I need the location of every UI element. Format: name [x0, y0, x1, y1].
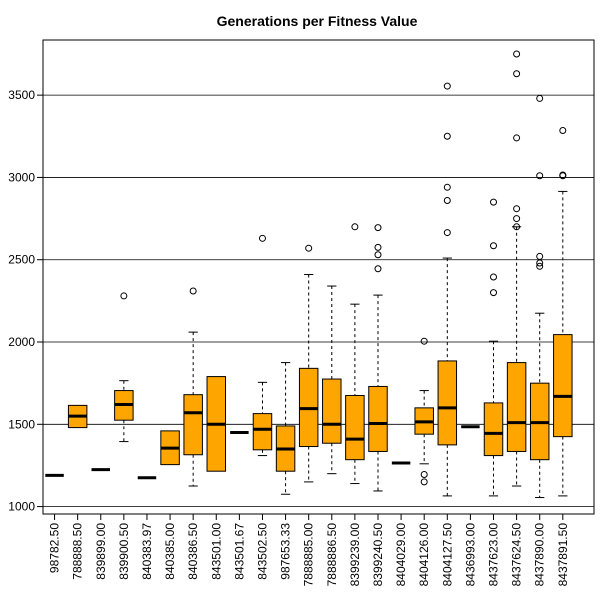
outlier-point: [374, 265, 382, 273]
chart-title: Generations per Fitness Value: [217, 13, 418, 29]
outlier-point: [305, 244, 313, 252]
x-tick-label: 839899.00: [94, 523, 108, 580]
x-tick-label: 8437890.00: [533, 523, 547, 587]
x-tick-label: 987653.33: [279, 523, 293, 580]
outlier-point: [258, 234, 266, 242]
outlier-point: [536, 172, 544, 180]
box-14: [368, 224, 388, 492]
box-iqr: [437, 360, 458, 446]
outlier-point: [536, 252, 544, 260]
outlier-point: [443, 196, 451, 204]
grid-lines: [43, 94, 594, 507]
x-tick-label: 8404127.50: [440, 523, 454, 587]
outlier-point: [513, 215, 521, 223]
box-12: [322, 285, 342, 475]
x-tick-label: 8437623.00: [487, 523, 501, 587]
x-tick-label: 98782.50: [48, 523, 62, 573]
box-20: [506, 50, 527, 487]
y-tick-label: 2000: [8, 335, 35, 349]
outlier-point: [443, 229, 451, 237]
outlier-point: [536, 259, 544, 267]
box-13: [345, 223, 365, 485]
outlier-point: [513, 205, 521, 213]
x-tick-label: 7888886.50: [325, 523, 339, 587]
y-tick-label: 1000: [8, 500, 35, 514]
box-17: [437, 82, 458, 497]
box-iqr: [553, 334, 573, 438]
outlier-point: [374, 251, 382, 259]
outlier-point: [559, 127, 567, 135]
x-tick-label: 7888885.00: [302, 523, 316, 587]
outlier-point: [513, 134, 521, 142]
box-7: [206, 376, 227, 472]
box-iqr: [368, 385, 388, 452]
outlier-point: [513, 70, 521, 78]
x-tick-label: 8436993.00: [463, 523, 477, 587]
y-axis: 1000 1500 2000 2500 3000 3500: [8, 88, 43, 514]
outlier-point: [490, 198, 498, 206]
box-16: [414, 337, 434, 486]
x-tick-label: 840385.00: [163, 523, 177, 580]
box-iqr: [483, 402, 504, 457]
y-tick-label: 3000: [8, 170, 35, 184]
plot-frame: [42, 39, 595, 515]
box-iqr: [506, 362, 527, 452]
box-iqr: [183, 394, 203, 456]
box-iqr: [322, 378, 342, 444]
box-iqr: [252, 413, 273, 451]
outlier-point: [490, 273, 498, 281]
outlier-point: [490, 242, 498, 250]
x-tick-label: 840386.50: [186, 523, 200, 580]
outlier-point: [536, 262, 544, 270]
outlier-point: [513, 50, 521, 58]
x-tick-label: 843501.67: [232, 523, 246, 580]
x-tick-label: 8404126.00: [417, 523, 431, 587]
box-iqr: [345, 395, 365, 461]
x-tick-label: 788888.50: [71, 523, 85, 580]
outlier-point: [420, 478, 428, 486]
outlier-point: [513, 223, 521, 231]
outlier-point: [443, 132, 451, 140]
outlier-point: [374, 224, 382, 232]
box-3: [114, 292, 134, 443]
outlier-point: [443, 82, 451, 90]
box-5: [160, 430, 180, 466]
x-tick-label: 8437624.50: [510, 523, 524, 587]
outlier-point: [490, 289, 498, 297]
outlier-point: [351, 223, 359, 231]
box-6: [183, 287, 203, 487]
outlier-point: [443, 183, 451, 191]
x-axis: 98782.50 788888.50 839899.00 839900.50 84038…: [48, 514, 570, 586]
box-11: [298, 244, 319, 483]
y-tick-label: 2500: [8, 253, 35, 267]
box-19: [483, 198, 504, 497]
box-10: [275, 362, 296, 495]
y-tick-label: 1500: [8, 417, 35, 431]
outlier-point: [120, 292, 128, 300]
outlier-point: [189, 287, 197, 295]
outlier-point: [420, 471, 428, 478]
x-tick-label: 843502.50: [255, 523, 269, 580]
outlier-point: [374, 243, 382, 251]
outlier-point: [420, 337, 428, 345]
x-tick-label: 8437891.50: [556, 523, 570, 587]
x-tick-label: 839900.50: [117, 523, 131, 580]
x-tick-label: 840383.97: [140, 523, 154, 580]
x-tick-label: 8399240.50: [371, 523, 385, 587]
box-9: [252, 234, 273, 457]
outlier-point: [559, 171, 567, 179]
boxes-group: [45, 50, 573, 499]
box-1: [67, 404, 88, 429]
x-tick-label: 8404029.00: [394, 523, 408, 587]
outlier-point: [536, 94, 544, 102]
x-tick-label: 8399239.00: [348, 523, 362, 587]
y-tick-label: 3500: [8, 88, 35, 102]
x-tick-label: 843501.00: [209, 523, 223, 580]
box-22: [553, 127, 573, 497]
box-21: [529, 94, 550, 499]
